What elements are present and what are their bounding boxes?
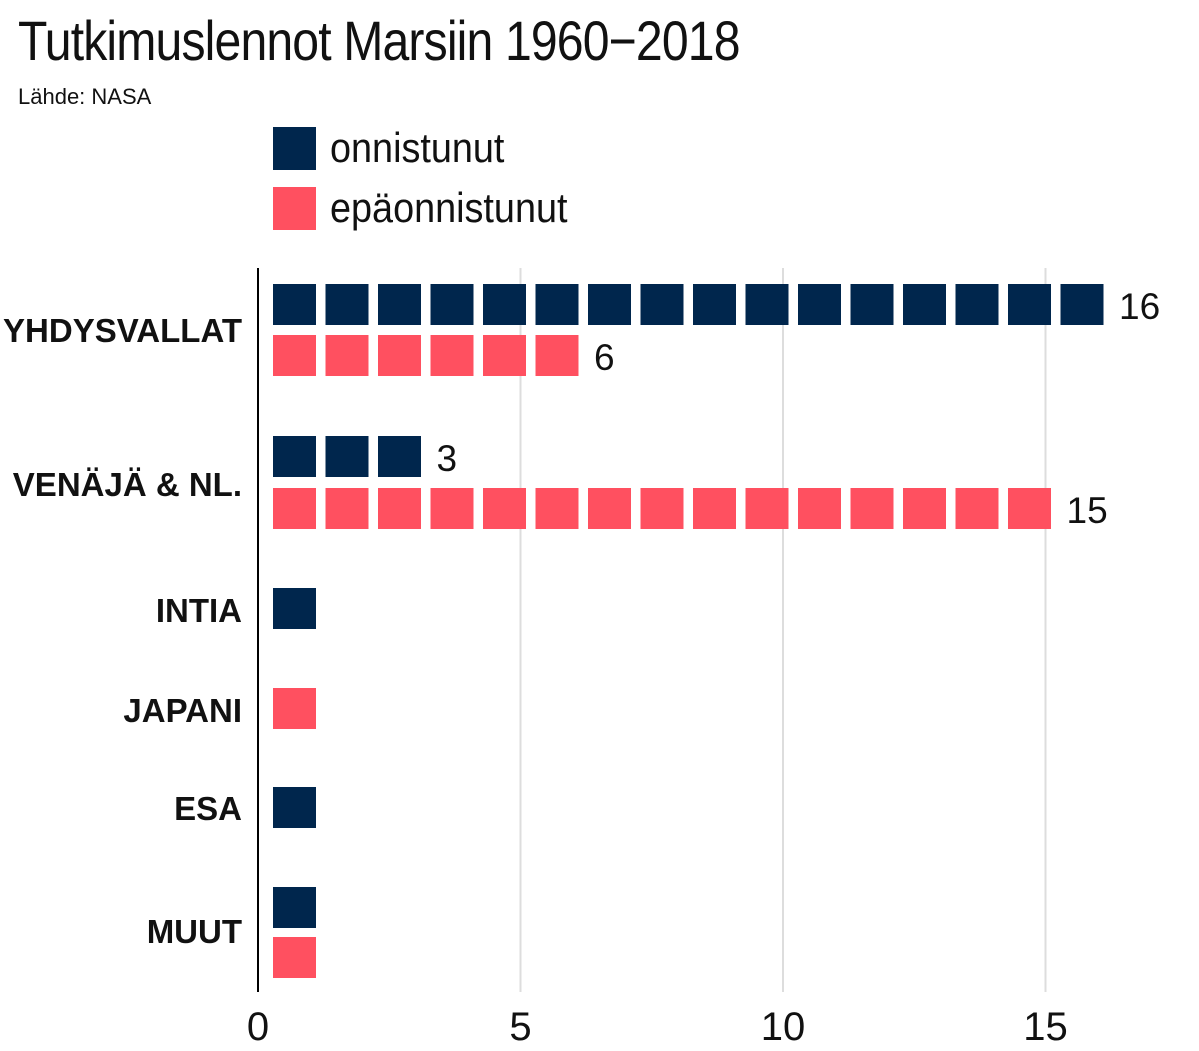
bar-unit-yhdysvallat-onnistunut-13: [903, 284, 946, 325]
bar-unit-yhdysvallat-onnistunut-12: [850, 284, 894, 325]
x-tick-label-10: 10: [761, 1005, 806, 1049]
bar-unit-venaja-nl-epaonnistunut-2: [325, 488, 369, 529]
bar-unit-venaja-nl-epaonnistunut-10: [745, 488, 789, 529]
bar-unit-venaja-nl-epaonnistunut-3: [378, 488, 421, 529]
bar-unit-yhdysvallat-epaonnistunut-5: [483, 335, 526, 376]
bar-unit-yhdysvallat-onnistunut-9: [693, 284, 736, 325]
bar-unit-yhdysvallat-epaonnistunut-1: [273, 335, 316, 376]
legend-item-epaonnistunut: epäonnistunut: [273, 184, 594, 231]
bar-unit-yhdysvallat-onnistunut-7: [588, 284, 631, 325]
legend-swatch-epaonnistunut: [273, 186, 316, 230]
bar-unit-intia-onnistunut-1: [273, 588, 316, 629]
bar-unit-venaja-nl-epaonnistunut-9: [693, 488, 736, 529]
bar-unit-venaja-nl-epaonnistunut-13: [903, 488, 946, 529]
bar-unit-venaja-nl-epaonnistunut-8: [640, 488, 684, 529]
category-label-intia: INTIA: [156, 592, 242, 629]
bar-unit-yhdysvallat-onnistunut-10: [745, 284, 789, 325]
bar-unit-venaja-nl-epaonnistunut-14: [955, 488, 999, 529]
data-label-yhdysvallat-epaonnistunut: 6: [594, 337, 615, 378]
x-tick-label-15: 15: [1023, 1005, 1068, 1049]
x-tick-label-0: 0: [247, 1005, 269, 1049]
data-label-venaja-nl-epaonnistunut: 15: [1067, 490, 1108, 531]
bar-unit-yhdysvallat-onnistunut-2: [325, 284, 369, 325]
bar-unit-venaja-nl-epaonnistunut-11: [798, 488, 841, 529]
legend-label-epaonnistunut: epäonnistunut: [330, 184, 568, 231]
bar-unit-venaja-nl-onnistunut-3: [378, 436, 421, 477]
category-label-muut: MUUT: [147, 913, 242, 950]
bar-unit-yhdysvallat-onnistunut-14: [955, 284, 999, 325]
bar-unit-venaja-nl-onnistunut-1: [273, 436, 316, 477]
bar-unit-venaja-nl-epaonnistunut-6: [535, 488, 579, 529]
category-label-yhdysvallat: YHDYSVALLAT: [3, 312, 242, 349]
bar-unit-venaja-nl-epaonnistunut-7: [588, 488, 631, 529]
bar-unit-yhdysvallat-epaonnistunut-2: [325, 335, 369, 376]
bar-unit-venaja-nl-epaonnistunut-15: [1008, 488, 1051, 529]
bar-unit-yhdysvallat-epaonnistunut-4: [430, 335, 474, 376]
bar-unit-yhdysvallat-onnistunut-11: [798, 284, 841, 325]
bar-unit-yhdysvallat-onnistunut-4: [430, 284, 474, 325]
bar-unit-venaja-nl-epaonnistunut-1: [273, 488, 316, 529]
category-label-venaja-nl: VENÄJÄ & NL.: [13, 466, 242, 503]
category-label-japani: JAPANI: [123, 692, 242, 729]
bar-unit-yhdysvallat-epaonnistunut-6: [535, 335, 579, 376]
x-tick-label-5: 5: [509, 1005, 531, 1049]
bar-unit-venaja-nl-epaonnistunut-12: [850, 488, 894, 529]
data-label-venaja-nl-onnistunut: 3: [437, 438, 458, 479]
bar-unit-yhdysvallat-onnistunut-16: [1060, 284, 1104, 325]
bar-unit-yhdysvallat-onnistunut-8: [640, 284, 684, 325]
legend-item-onnistunut: onnistunut: [273, 124, 524, 171]
bar-unit-venaja-nl-epaonnistunut-4: [430, 488, 474, 529]
chart-source: Lähde: NASA: [18, 84, 152, 109]
bar-unit-muut-epaonnistunut-1: [273, 937, 316, 978]
bar-unit-japani-epaonnistunut-1: [273, 688, 316, 729]
bar-unit-venaja-nl-onnistunut-2: [325, 436, 369, 477]
bar-unit-yhdysvallat-onnistunut-5: [483, 284, 526, 325]
bar-unit-venaja-nl-epaonnistunut-5: [483, 488, 526, 529]
legend-swatch-onnistunut: [273, 126, 316, 170]
data-label-yhdysvallat-onnistunut: 16: [1119, 286, 1160, 327]
bar-unit-yhdysvallat-epaonnistunut-3: [378, 335, 421, 376]
category-label-esa: ESA: [174, 790, 242, 827]
bar-unit-yhdysvallat-onnistunut-3: [378, 284, 421, 325]
bar-unit-muut-onnistunut-1: [273, 887, 316, 928]
bar-unit-yhdysvallat-onnistunut-15: [1008, 284, 1051, 325]
legend-label-onnistunut: onnistunut: [330, 124, 505, 171]
chart-title: Tutkimuslennot Marsiin 1960−2018: [18, 9, 740, 72]
bar-unit-yhdysvallat-onnistunut-1: [273, 284, 316, 325]
bar-unit-yhdysvallat-onnistunut-6: [535, 284, 579, 325]
bar-unit-esa-onnistunut-1: [273, 787, 316, 828]
